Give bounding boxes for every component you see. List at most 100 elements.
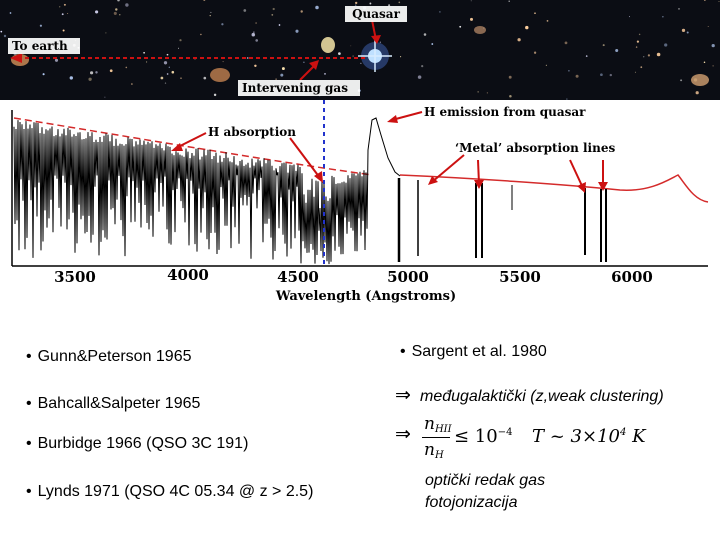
star	[315, 5, 319, 10]
star	[271, 14, 274, 16]
star	[477, 91, 479, 93]
star	[178, 47, 179, 49]
star	[486, 92, 489, 94]
star	[109, 69, 113, 73]
star	[95, 10, 99, 14]
star	[534, 12, 536, 14]
conclusion-line-1: optički redak gas	[425, 472, 546, 489]
star	[635, 46, 638, 48]
spectrum-diagram: H emission from quasar H absorption ‘Met…	[11, 100, 709, 304]
star	[143, 51, 145, 54]
star	[63, 3, 66, 6]
star	[423, 33, 427, 36]
star	[180, 77, 182, 79]
metal-absorption-lines	[397, 178, 607, 262]
implication-text: međugalaktički (z,weak clustering)	[420, 388, 664, 405]
star	[564, 41, 568, 45]
star	[585, 55, 588, 57]
star	[421, 65, 424, 68]
star	[131, 83, 133, 85]
star	[695, 91, 699, 95]
star	[42, 73, 45, 76]
formula-relation: ≤ 10−4	[454, 426, 513, 447]
x-tick-label: 3500	[54, 268, 96, 286]
sky-image: Quasar To earth Intervening gas	[0, 0, 720, 100]
formula-denominator: nH	[424, 440, 444, 461]
star	[210, 11, 212, 13]
star	[213, 93, 217, 97]
x-axis-label: Wavelength (Angstroms)	[275, 289, 456, 304]
star	[388, 4, 391, 7]
star	[166, 53, 169, 56]
star	[272, 7, 275, 11]
to-earth-label: To earth	[12, 39, 68, 53]
star	[355, 1, 358, 5]
star	[707, 26, 709, 27]
star	[255, 39, 259, 42]
star	[246, 57, 249, 59]
star	[338, 52, 341, 55]
arrowhead	[474, 180, 484, 189]
star	[105, 32, 107, 34]
star	[255, 22, 257, 24]
metal-arrow-3	[569, 159, 584, 189]
star	[704, 0, 706, 2]
star	[615, 48, 619, 53]
star	[9, 12, 12, 14]
star	[533, 51, 537, 54]
right-reference-item: • Sargent et al. 1980	[400, 343, 547, 360]
fraction-bar	[422, 437, 450, 438]
star	[398, 1, 401, 4]
reference-item: • Gunn&Peterson 1965	[26, 348, 192, 365]
star	[125, 3, 129, 7]
star	[360, 62, 362, 64]
reference-text: Burbidge 1966 (QSO 3C 191)	[37, 435, 249, 452]
star	[470, 0, 472, 2]
star	[350, 45, 352, 47]
intervening-gas-label: Intervening gas	[242, 81, 348, 95]
star	[115, 8, 118, 11]
arrowhead	[577, 182, 586, 193]
star	[629, 16, 630, 18]
quasar-icon	[358, 40, 392, 72]
star	[686, 31, 689, 34]
star	[640, 66, 643, 69]
formula-numerator: nHII	[424, 414, 452, 435]
star	[0, 30, 3, 33]
galaxy	[691, 74, 709, 86]
continuum-red-line	[399, 174, 709, 203]
star	[431, 43, 434, 45]
star	[546, 20, 549, 22]
star	[712, 65, 714, 67]
ionization-formula: nHII nH ≤ 10−4 T ~ 3×104 K	[420, 414, 646, 464]
star	[251, 32, 256, 37]
star	[253, 31, 255, 33]
star	[278, 24, 281, 26]
galaxy	[210, 68, 230, 82]
conclusion-line-2: fotojonizacija	[425, 494, 518, 511]
star	[379, 41, 381, 43]
star	[59, 6, 61, 8]
formula-temperature: T ~ 3×104 K	[532, 426, 646, 447]
star	[602, 44, 605, 47]
star	[636, 40, 640, 43]
spectrum-line	[13, 117, 401, 265]
star	[295, 29, 299, 33]
star	[203, 0, 206, 2]
star	[117, 0, 120, 2]
star	[160, 76, 164, 80]
star	[643, 56, 645, 58]
star	[303, 61, 305, 63]
x-tick-label: 4000	[167, 266, 209, 284]
star	[179, 39, 182, 42]
star	[62, 29, 65, 32]
star	[352, 55, 354, 57]
star	[509, 94, 512, 98]
star	[61, 13, 64, 16]
star	[280, 73, 284, 77]
star	[508, 0, 510, 3]
gas-pointer-head	[309, 60, 319, 70]
star	[545, 64, 547, 66]
implies-arrow-icon: ⇒	[395, 423, 411, 445]
star	[95, 71, 98, 74]
